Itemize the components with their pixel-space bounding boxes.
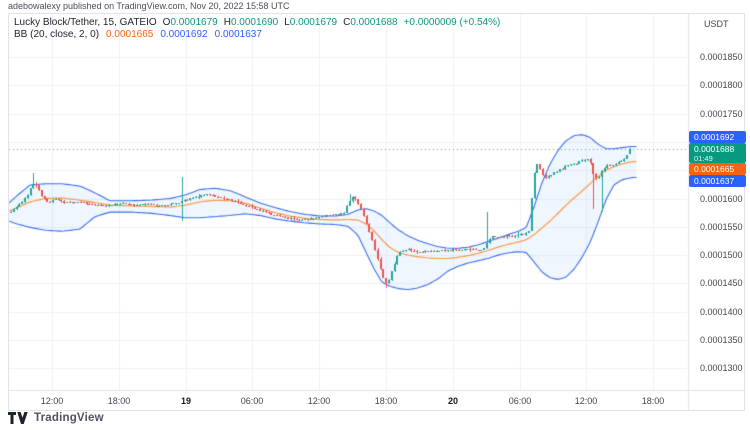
bb-basis-price-badge: 0.0001665 xyxy=(689,163,746,175)
bb-lower-price-badge: 0.0001637 xyxy=(689,175,746,187)
high-label: H xyxy=(223,17,231,28)
chart-legend: Lucky Block/Tether, 15, GATEIO O0.0001679… xyxy=(14,17,500,41)
indicator-row: BB (20, close, 2, 0) 0.0001665 0.0001692 0.… xyxy=(14,29,500,41)
x-axis-tick: 12:00 xyxy=(40,396,64,406)
x-axis-tick: 06:00 xyxy=(240,396,264,406)
y-axis-tick: 0.0001750 xyxy=(700,109,743,119)
low-label: L xyxy=(284,17,290,28)
bb-lower-value: 0.0001637 xyxy=(214,29,262,40)
x-axis-tick: 18:00 xyxy=(107,396,131,406)
bb-upper-value: 0.0001692 xyxy=(160,29,208,40)
y-axis-tick: 0.0001600 xyxy=(700,194,743,204)
bar-countdown: 01:49 xyxy=(694,154,713,163)
y-axis-tick: 0.0001500 xyxy=(700,250,743,260)
price-change: +0.0000009 (+0.54%) xyxy=(403,17,501,28)
low-value: 0.0001679 xyxy=(289,17,338,28)
y-axis-tick: 0.0001350 xyxy=(700,335,743,345)
x-axis-tick: 12:00 xyxy=(574,396,598,406)
y-axis-tick: 0.0001800 xyxy=(700,80,743,90)
x-axis-tick: 12:00 xyxy=(307,396,331,406)
bb-basis-value: 0.0001665 xyxy=(106,29,154,40)
x-axis-tick: 20 xyxy=(447,396,458,406)
high-value: 0.0001690 xyxy=(230,17,279,28)
y-axis-tick: 0.0001850 xyxy=(700,52,743,62)
symbol-title: Lucky Block/Tether, 15, GATEIO xyxy=(14,17,157,28)
close-value: 0.0001688 xyxy=(350,17,398,28)
quote-currency-label: USDT xyxy=(704,19,729,29)
symbol-row: Lucky Block/Tether, 15, GATEIO O0.0001679… xyxy=(14,17,500,29)
y-axis-tick: 0.0001550 xyxy=(700,222,743,232)
x-axis-tick: 18:00 xyxy=(641,396,665,406)
x-axis-tick: 06:00 xyxy=(508,396,532,406)
tradingview-logo[interactable]: TradingView xyxy=(8,412,104,424)
close-label: C xyxy=(343,17,351,28)
indicator-title: BB (20, close, 2, 0) xyxy=(14,29,100,40)
y-axis-tick: 0.0001400 xyxy=(700,307,743,317)
last-price-badge: 0.0001688 01:49 xyxy=(689,143,746,163)
tradingview-logo-icon xyxy=(8,412,28,424)
x-axis-tick: 18:00 xyxy=(374,396,398,406)
y-axis-tick: 0.0001450 xyxy=(700,278,743,288)
publish-info: adebowalexy published on TradingView.com… xyxy=(8,1,290,11)
open-value: 0.0001679 xyxy=(170,17,218,28)
x-axis-tick: 19 xyxy=(180,396,191,406)
bb-upper-price-badge: 0.0001692 xyxy=(689,131,746,143)
y-axis-tick: 0.0001300 xyxy=(700,363,743,373)
tradingview-logo-text: TradingView xyxy=(34,412,104,424)
open-label: O xyxy=(162,17,171,28)
